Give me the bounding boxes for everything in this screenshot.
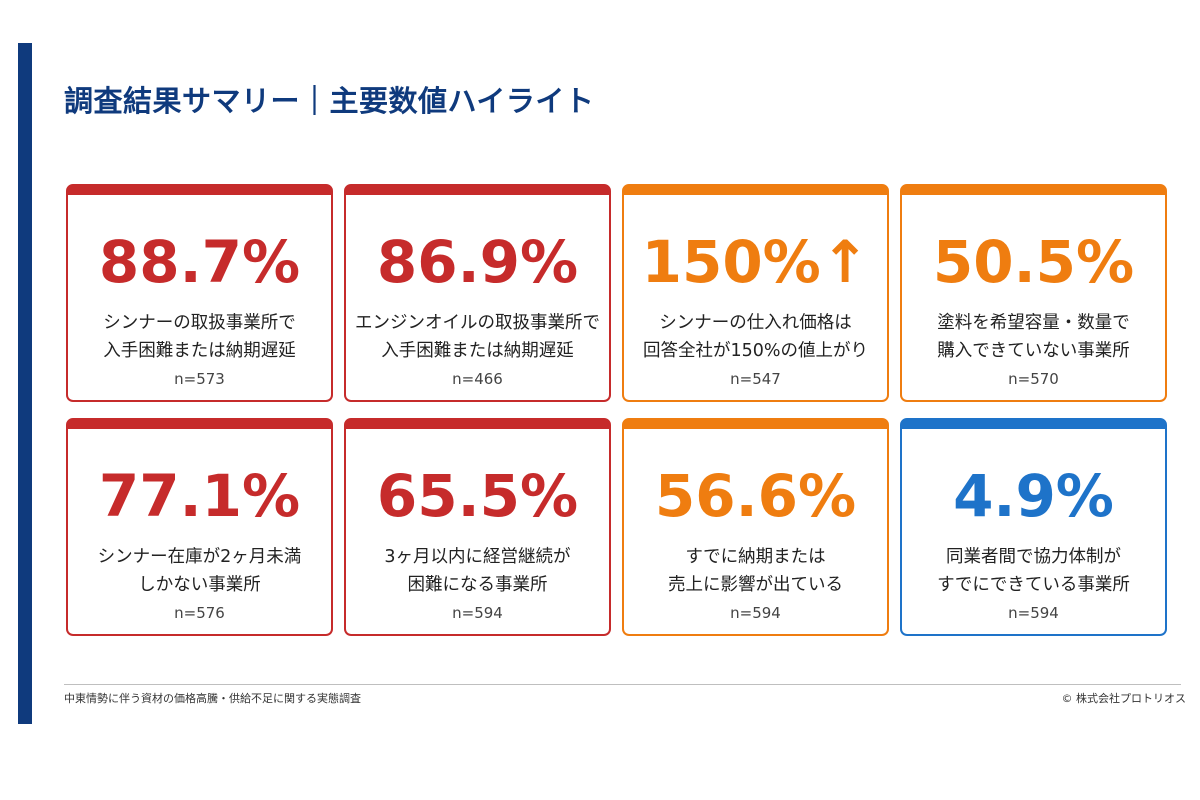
sample-size: n=576 [174, 604, 225, 622]
stat-description: 同業者間で協力体制が すでにできている事業所 [906, 543, 1161, 599]
stat-description: シンナーの取扱事業所で 入手困難または納期遅延 [72, 309, 327, 365]
highlight-grid: 88.7% シンナーの取扱事業所で 入手困難または納期遅延 n=573 86.9… [66, 184, 1168, 636]
stat-description: エンジンオイルの取扱事業所で 入手困難または納期遅延 [350, 309, 605, 365]
stat-value: 4.9% [953, 462, 1114, 530]
stat-value: 77.1% [98, 462, 301, 530]
stat-description-line: 回答全社が150%の値上がり [642, 341, 869, 361]
footer-source: 中東情勢に伴う資材の価格高騰・供給不足に関する実態調査 [64, 692, 361, 705]
sample-size: n=547 [730, 370, 781, 388]
footer-divider [64, 684, 1181, 685]
footer-copyright: © 株式会社プロトリオス [1061, 692, 1187, 705]
sample-size: n=570 [1008, 370, 1059, 388]
stat-value: 86.9% [376, 228, 579, 296]
stat-value: 150%↑ [641, 228, 870, 296]
sample-size: n=594 [452, 604, 503, 622]
stat-card: 4.9% 同業者間で協力体制が すでにできている事業所 n=594 [900, 418, 1167, 636]
stat-card: 86.9% エンジンオイルの取扱事業所で 入手困難または納期遅延 n=466 [344, 184, 611, 402]
stat-description: シンナーの仕入れ価格は 回答全社が150%の値上がり [628, 309, 883, 365]
stat-description-line: 同業者間で協力体制が [946, 547, 1121, 567]
stat-description: 3ヶ月以内に経営継続が 困難になる事業所 [350, 543, 605, 599]
stat-description-line: しかない事業所 [138, 575, 261, 595]
stat-value: 56.6% [654, 462, 857, 530]
stat-description-line: シンナーの仕入れ価格は [659, 313, 852, 333]
stat-value: 88.7% [98, 228, 301, 296]
stat-description: シンナー在庫が2ヶ月未満 しかない事業所 [72, 543, 327, 599]
stat-card: 56.6% すでに納期または 売上に影響が出ている n=594 [622, 418, 889, 636]
stat-description-line: シンナー在庫が2ヶ月未満 [97, 547, 302, 567]
stat-description-line: シンナーの取扱事業所で [103, 313, 296, 333]
stat-description-line: 購入できていない事業所 [937, 341, 1130, 361]
stat-card: 77.1% シンナー在庫が2ヶ月未満 しかない事業所 n=576 [66, 418, 333, 636]
stat-description-line: すでにできている事業所 [937, 575, 1130, 595]
stat-description-line: 売上に影響が出ている [668, 575, 843, 595]
page-title: 調査結果サマリー｜主要数値ハイライト [64, 84, 595, 118]
sample-size: n=594 [1008, 604, 1059, 622]
stat-description-line: 入手困難または納期遅延 [103, 341, 296, 361]
stat-card: 50.5% 塗料を希望容量・数量で 購入できていない事業所 n=570 [900, 184, 1167, 402]
stat-description-line: 塗料を希望容量・数量で [937, 313, 1130, 333]
sample-size: n=594 [730, 604, 781, 622]
stat-description-line: エンジンオイルの取扱事業所で [355, 313, 600, 333]
stat-description: 塗料を希望容量・数量で 購入できていない事業所 [906, 309, 1161, 365]
stat-description-line: 3ヶ月以内に経営継続が [384, 547, 571, 567]
stat-value: 65.5% [376, 462, 579, 530]
sample-size: n=466 [452, 370, 503, 388]
accent-sidebar-bar [18, 43, 32, 724]
stat-description-line: すでに納期または [685, 547, 826, 567]
stat-description: すでに納期または 売上に影響が出ている [628, 543, 883, 599]
sample-size: n=573 [174, 370, 225, 388]
stat-card: 65.5% 3ヶ月以内に経営継続が 困難になる事業所 n=594 [344, 418, 611, 636]
stat-description-line: 入手困難または納期遅延 [381, 341, 574, 361]
stat-description-line: 困難になる事業所 [407, 575, 548, 595]
stat-card: 150%↑ シンナーの仕入れ価格は 回答全社が150%の値上がり n=547 [622, 184, 889, 402]
stat-value: 50.5% [932, 228, 1135, 296]
stat-card: 88.7% シンナーの取扱事業所で 入手困難または納期遅延 n=573 [66, 184, 333, 402]
